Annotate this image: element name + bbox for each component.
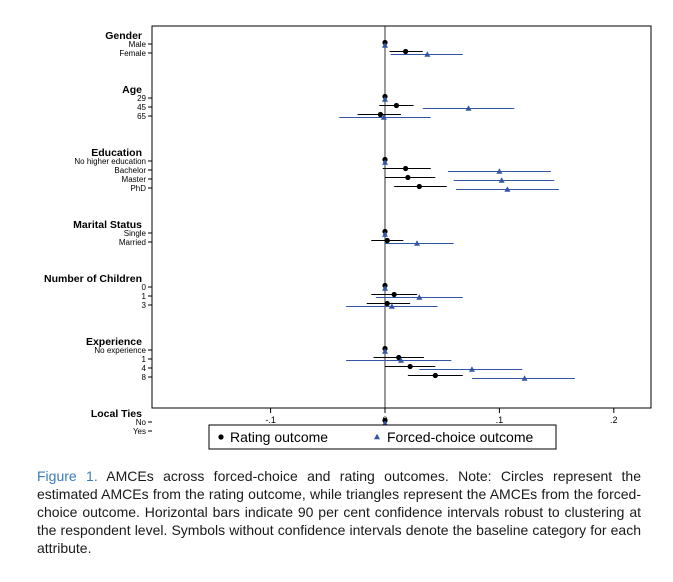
group-label: Education [91, 147, 142, 159]
legend-box [208, 424, 557, 450]
forced-point [382, 96, 388, 102]
level-label: Bachelor [114, 166, 146, 175]
forced-point [382, 159, 388, 165]
forced-point [388, 303, 395, 309]
group-label: Experience [86, 336, 142, 348]
level-label: PhD [130, 184, 146, 193]
level-label: 8 [142, 373, 147, 382]
forced-point [380, 114, 387, 120]
level-label: Male [129, 40, 147, 49]
forced-point [382, 285, 388, 291]
forced-point [465, 105, 472, 111]
level-label: Master [122, 175, 147, 184]
level-label: 45 [137, 103, 146, 112]
group-label: Number of Children [44, 273, 142, 285]
rating-point [384, 237, 390, 244]
group-label: Gender [105, 30, 142, 42]
caption-label: Figure 1. [37, 468, 98, 484]
forced-point [382, 42, 388, 48]
forced-point [382, 420, 388, 426]
x-tick-label: .1 [496, 415, 504, 425]
rating-point [407, 363, 413, 370]
forced-point [498, 177, 505, 183]
level-label: No higher education [74, 157, 146, 166]
level-label: Female [119, 49, 146, 58]
level-label: No [136, 418, 147, 427]
level-label: 3 [142, 301, 147, 310]
plot-frame [151, 25, 652, 409]
rating-point [416, 183, 422, 190]
group-label: Age [122, 84, 142, 96]
forced-point [496, 168, 503, 174]
forced-point [468, 366, 475, 372]
rating-point [402, 48, 409, 55]
caption-text: AMCEs across forced-choice and rating ou… [37, 468, 641, 556]
legend-rating-marker [218, 434, 224, 440]
level-label: 1 [142, 355, 147, 364]
level-label: Single [124, 229, 147, 238]
rating-point [377, 111, 384, 118]
legend-forced-label: Forced-choice outcome [387, 429, 534, 445]
forced-point [521, 375, 528, 381]
forced-point [382, 231, 388, 237]
x-tick-label: .2 [610, 415, 618, 425]
rating-point [405, 174, 411, 181]
rating-point [391, 291, 397, 298]
rating-point [393, 102, 400, 109]
forced-point [416, 294, 423, 300]
forced-point [414, 240, 421, 246]
rating-point [396, 354, 402, 361]
legend-rating-label: Rating outcome [230, 429, 328, 445]
forced-point [424, 51, 431, 57]
figure-caption: Figure 1. AMCEs across forced-choice and… [37, 467, 641, 557]
forced-point [382, 348, 388, 354]
group-label: Local Ties [91, 408, 142, 420]
level-label: 0 [142, 283, 147, 292]
level-label: Married [119, 238, 146, 247]
level-label: 65 [137, 112, 146, 121]
level-label: Yes [133, 427, 146, 436]
level-label: No experience [94, 346, 146, 355]
legend-forced-marker [374, 433, 380, 440]
rating-point [402, 165, 409, 172]
group-label: Marital Status [73, 219, 142, 231]
level-label: 4 [142, 364, 147, 373]
level-label: 29 [137, 94, 146, 103]
rating-point [432, 372, 438, 379]
forced-point [504, 186, 511, 192]
rating-point [384, 300, 390, 307]
forced-point [398, 357, 405, 363]
x-tick-label: -.1 [265, 415, 276, 425]
level-label: 1 [142, 292, 147, 301]
